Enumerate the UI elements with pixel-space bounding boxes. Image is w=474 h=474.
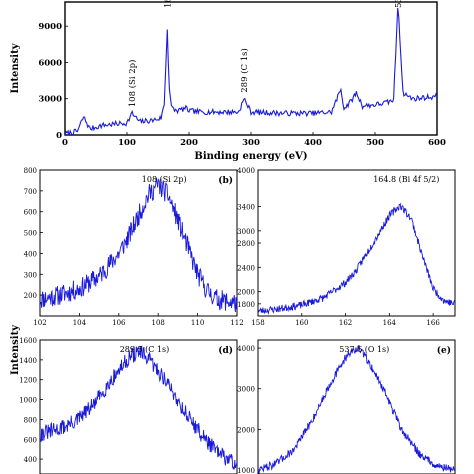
peak-annotation: 108 (Si 2p) [127,60,138,108]
y-tick-label: 2000 [237,289,255,297]
x-tick-label: 112 [230,319,243,327]
x-tick-label: 500 [366,138,384,148]
x-axis-label: Binding energy (eV) [194,151,307,162]
y-tick-label: 3000 [237,228,255,236]
peak-annotation: 165 (Bi [162,0,173,8]
y-tick-label: 4000 [237,345,255,353]
y-tick-label: 1000 [237,467,255,474]
x-tick-label: 108 [152,319,165,327]
x-tick-label: 102 [33,319,46,327]
panel-e-o1s: 1000 2000 3000 4000 537.6 (O 1s) (e) [237,339,456,474]
y-tick-label: 600 [24,436,37,444]
panel-b-si2p: 102 104 106 108 110 112 200 300 400 500 600 700 800 1… [24,167,244,327]
panel-tag: (b) [218,175,233,186]
y-tick-label: 300 [24,271,37,279]
y-tick-label: 2800 [237,240,255,248]
y-tick-label: 500 [24,230,37,238]
x-tick-label: 106 [112,319,126,327]
y-tick-label: 1400 [19,357,37,365]
x-tick-label: 400 [304,138,322,148]
x-tick-label: 200 [180,138,198,148]
x-tick-label: 162 [339,319,352,327]
peak-annotation: 289.5 (C 1s) [120,345,170,354]
plot-frame [39,339,238,474]
x-tick-label: 100 [118,138,136,148]
y-tick-label: 6000 [38,58,62,68]
y-tick-label: 400 [24,456,37,464]
y-tick-label: 700 [24,188,37,196]
peak-annotation: 108 (Si 2p) [142,175,187,184]
x-tick-label: 0 [62,138,68,148]
y-axis-label: Intensity [10,42,21,93]
x-tick-label: 300 [242,138,260,148]
y-tick-label: 9000 [38,22,62,32]
plot-frame [39,169,238,317]
y-tick-label: 600 [24,209,37,217]
peak-annotation: 289 (C 1s) [239,48,250,93]
panel-c-bi4f: 158 160 162 164 166 1800 2000 2400 2800 3000 3400 4… [237,167,456,327]
y-tick-label: 1200 [19,377,37,385]
x-tick-label: 160 [295,319,308,327]
y-tick-label: 0 [56,131,62,141]
peak-annotation: 164.8 (Bi 4f 5/2) [373,175,439,184]
plot-frame [257,169,456,317]
spectrum-line [258,202,455,315]
y-tick-label: 800 [24,416,37,424]
y-tick-label: 1000 [19,397,37,405]
y-tick-label: 3000 [237,386,255,394]
y-tick-label: 1800 [237,301,255,309]
y-tick-label: 3000 [38,95,62,105]
y-tick-label: 400 [24,250,37,258]
y-tick-label: 200 [24,292,37,300]
x-tick-label: 110 [191,319,204,327]
panel-d-c1s: 400 600 800 1000 1200 1400 1600 289.5 (C 1s) (d) [19,337,238,474]
spectrum-line [65,7,437,135]
y-tick-label: 3400 [237,204,255,212]
shared-y-label: Intensity [10,324,21,375]
spectrum-line [258,345,455,474]
peak-annotation: 53 [394,0,404,8]
y-tick-label: 4000 [237,167,255,175]
y-tick-label: 2000 [237,426,255,434]
x-tick-label: 166 [426,319,440,327]
spectrum-line [40,177,237,313]
x-tick-label: 158 [251,319,264,327]
spectrum-line [40,345,237,470]
x-tick-label: 600 [428,138,446,148]
panel-tag: (d) [218,345,233,356]
y-tick-label: 800 [24,167,37,175]
y-tick-label: 2400 [237,264,255,272]
x-tick-label: 164 [383,319,397,327]
peak-annotation: 537.6 (O 1s) [339,345,389,354]
y-tick-label: 1600 [19,337,37,345]
plot-frame [257,339,456,474]
x-tick-label: 104 [73,319,87,327]
panel-tag: (e) [437,345,451,356]
